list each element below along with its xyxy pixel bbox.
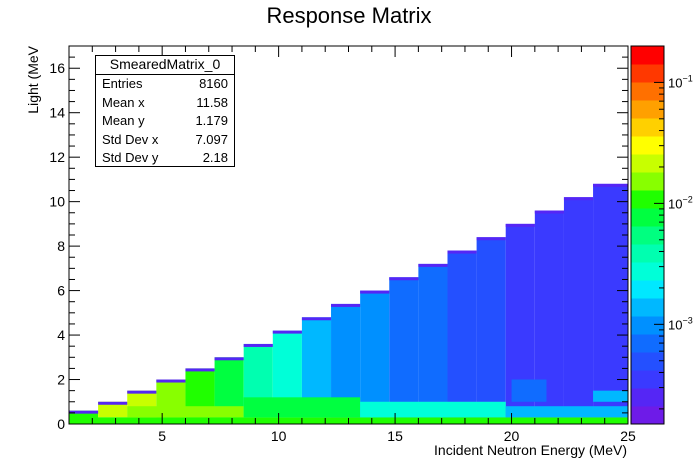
colorbar-frame [630, 45, 665, 425]
y-tick-label: 12 [49, 149, 65, 165]
colorbar-swatch [631, 388, 664, 407]
stats-row-std-dev-y: Std Dev y 2.18 [96, 149, 234, 168]
stats-label: Entries [102, 76, 143, 91]
heatmap-edge-cell [243, 343, 273, 347]
colorbar-swatch [631, 370, 664, 389]
y-tick-label: 6 [57, 283, 65, 299]
x-tick-label: 25 [620, 428, 636, 444]
heatmap-edge-cell [360, 290, 390, 294]
colorbar-tick-exponent: −3 [682, 315, 692, 325]
heatmap-edge-cell [447, 250, 477, 254]
colorbar: 10−1 10−2 10−3 [630, 45, 693, 425]
stats-value: 7.097 [195, 131, 228, 147]
y-tick-label: 2 [57, 372, 65, 388]
stats-label: Mean x [102, 94, 145, 110]
heatmap-cell [360, 290, 390, 418]
y-tick-label: 0 [57, 416, 65, 432]
colorbar-swatch [631, 46, 664, 65]
stats-box: SmearedMatrix_0 Entries 8160 Mean x 11.5… [95, 55, 235, 167]
colorbar-swatch [631, 298, 664, 317]
x-tick-label: 10 [271, 428, 287, 444]
x-tick-label: 15 [387, 428, 403, 444]
heatmap-cell [563, 197, 594, 418]
heatmap-cell [447, 250, 477, 418]
colorbar-swatch [631, 136, 664, 155]
heatmap-cell [98, 401, 128, 418]
colorbar-swatch [631, 334, 664, 353]
x-tick-label: 20 [504, 428, 520, 444]
colorbar-swatch [631, 406, 664, 425]
colorbar-swatch [631, 244, 664, 263]
heatmap-edge-cell [301, 317, 332, 321]
stats-label: Mean y [102, 113, 145, 128]
heatmap-edge-cell [563, 197, 594, 201]
colorbar-tick-exponent: −2 [682, 194, 692, 204]
colorbar-swatch [631, 154, 664, 173]
heatmap-cell [389, 277, 419, 418]
y-axis-label: Light (MeV [25, 45, 41, 113]
colorbar-swatch [631, 280, 664, 299]
y-tick-label: 4 [57, 327, 65, 343]
colorbar-tick-exponent: −1 [682, 73, 692, 83]
heatmap-cell [418, 263, 448, 418]
colorbar-tick-label: 10−1 [668, 73, 693, 90]
heatmap-edge-cell [418, 263, 448, 267]
colorbar-swatch [631, 64, 664, 83]
heatmap-edge-cell [214, 357, 244, 361]
heatmap-cell [476, 237, 506, 418]
heatmap-edge-cell [593, 183, 628, 187]
heatmap-cell [127, 406, 244, 418]
heatmap-cell [243, 397, 361, 418]
heatmap-edge-cell [505, 223, 535, 227]
colorbar-swatch [631, 172, 664, 191]
colorbar-tick-label: 10−3 [668, 315, 693, 332]
heatmap-edge-cell [331, 303, 361, 307]
x-tick-label: 5 [158, 428, 166, 444]
stats-row-std-dev-x: Std Dev x 7.097 [96, 131, 234, 150]
stats-value: 2.18 [202, 150, 228, 165]
heatmap-cell [360, 401, 506, 418]
y-tick-label: 8 [57, 238, 65, 254]
heatmap-cell [593, 390, 628, 402]
colorbar-swatch [631, 100, 664, 119]
heatmap-edge-cell [156, 379, 186, 383]
heatmap-edge-cell [389, 277, 419, 281]
stats-row-entries: Entries 8160 [96, 75, 234, 94]
heatmap-edge-cell [534, 210, 564, 214]
stats-value: 11.58 [196, 94, 228, 110]
y-tick-label: 16 [49, 60, 65, 76]
heatmap-edge-cell [69, 410, 99, 414]
colorbar-swatch [631, 208, 664, 227]
heatmap-cell [505, 406, 628, 418]
colorbar-swatch [631, 190, 664, 209]
colorbar-tick-label: 10−2 [668, 194, 693, 211]
plot-area: 5 10 15 20 25 0 2 4 6 8 10 12 14 16 [49, 45, 636, 444]
colorbar-swatch [631, 262, 664, 281]
heatmap-cell [511, 379, 547, 402]
heatmap-cell [593, 183, 628, 418]
y-tick-label: 14 [49, 105, 65, 121]
stats-label: Std Dev y [102, 150, 159, 165]
stats-row-mean-x: Mean x 11.58 [96, 94, 234, 113]
stats-label: Std Dev x [102, 131, 159, 147]
colorbar-swatch [631, 352, 664, 371]
colorbar-swatch [631, 82, 664, 101]
heatmap-edge-cell [476, 237, 506, 241]
chart-title: Response Matrix [266, 3, 431, 28]
stats-value: 8160 [199, 76, 228, 91]
colorbar-swatch [631, 316, 664, 335]
y-tick-label: 10 [49, 194, 65, 210]
colorbar-swatch [631, 226, 664, 245]
heatmap-edge-cell [98, 401, 128, 405]
stats-row-mean-y: Mean y 1.179 [96, 112, 234, 131]
heatmap-edge-cell [127, 390, 157, 394]
heatmap-edge-cell [185, 368, 215, 372]
stats-title: SmearedMatrix_0 [96, 56, 234, 75]
stats-value: 1.179 [195, 113, 228, 128]
heatmap-edge-cell [272, 330, 302, 334]
colorbar-swatch [631, 118, 664, 137]
x-axis-label: Incident Neutron Energy (MeV) [434, 442, 627, 458]
